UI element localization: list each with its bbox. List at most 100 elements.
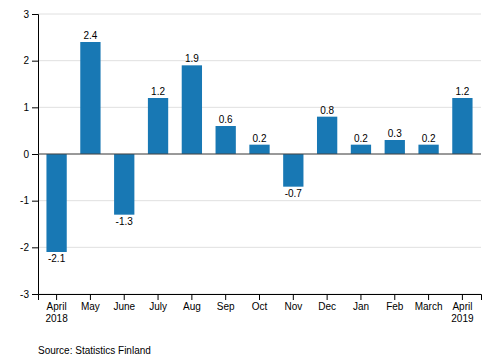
y-tick-label: 1 (23, 102, 29, 113)
x-tick-label: Nov (284, 301, 302, 312)
x-axis-line (39, 295, 482, 301)
x-tick: Jan (353, 294, 369, 312)
y-tick-mark (32, 14, 38, 15)
x-tick-mark (225, 294, 226, 300)
data-label: 1.2 (151, 86, 165, 97)
x-tick: Oct (252, 294, 268, 312)
x-tick-mark (428, 294, 429, 300)
data-label: -1.3 (116, 216, 134, 227)
y-tick-mark (32, 61, 38, 62)
x-tick-label: April2018 (45, 301, 68, 324)
x-tick-mark (327, 294, 328, 300)
y-tick: 2 (23, 55, 38, 66)
data-label: 2.4 (83, 30, 97, 41)
data-label: -0.7 (285, 188, 303, 199)
data-label: 0.2 (422, 133, 436, 144)
data-label: 0.3 (388, 128, 402, 139)
x-tick-mark (90, 294, 91, 300)
x-tick: Sep (217, 294, 235, 312)
y-tick-label: -1 (20, 195, 29, 206)
x-tick-mark (462, 294, 463, 300)
x-tick-mark (158, 294, 159, 300)
y-axis-line (32, 15, 39, 295)
data-label: 0.8 (320, 105, 334, 116)
annotation: Source: Statistics Finland (38, 345, 151, 356)
y-tick: 1 (23, 102, 38, 113)
y-tick-mark (32, 247, 38, 248)
grid-line (38, 14, 481, 15)
x-tick-mark (124, 294, 125, 300)
x-tick: Dec (318, 294, 336, 312)
x-tick: June (113, 294, 135, 312)
x-tick: April2018 (45, 294, 68, 324)
x-tick-label: July (149, 301, 167, 312)
x-tick-label: March (415, 301, 443, 312)
x-tick-label: Oct (252, 301, 268, 312)
bar (182, 65, 202, 154)
bars (46, 42, 472, 252)
x-tick: March (415, 294, 443, 312)
x-tick-mark (56, 294, 57, 300)
bar (452, 98, 472, 154)
data-label: 1.2 (455, 86, 469, 97)
x-tick-label: June (113, 301, 135, 312)
bar (283, 154, 303, 187)
y-tick-label: 3 (23, 9, 29, 20)
y-tick-mark (32, 107, 38, 108)
y-tick: 3 (23, 9, 38, 20)
y-axis: -3 -2 -1 0 1 2 3 (20, 9, 38, 300)
bar (351, 145, 371, 154)
x-tick: May (81, 294, 100, 312)
y-tick: -2 (20, 242, 38, 253)
y-tick-label: -3 (20, 289, 29, 300)
x-tick: Feb (386, 294, 404, 312)
x-tick: Aug (183, 294, 201, 312)
x-tick-label: Feb (386, 301, 404, 312)
x-tick-mark (360, 294, 361, 300)
x-tick-mark (259, 294, 260, 300)
x-tick-mark (394, 294, 395, 300)
bar (249, 145, 269, 154)
bar (317, 117, 337, 154)
grid-line (38, 60, 481, 61)
x-tick-label: April2019 (451, 301, 474, 324)
bar (216, 126, 236, 154)
data-label: 0.2 (354, 133, 368, 144)
bar (80, 42, 100, 154)
y-tick: -1 (20, 195, 38, 206)
data-label: 0.6 (219, 114, 233, 125)
bar (385, 140, 405, 154)
bar (148, 98, 168, 154)
grid (38, 14, 481, 294)
x-tick-mark (293, 294, 294, 300)
grid-line (38, 200, 481, 201)
x-tick-label: Sep (217, 301, 235, 312)
y-tick-label: 0 (23, 149, 29, 160)
bar (114, 154, 134, 215)
data-label: 0.2 (253, 133, 267, 144)
y-tick: -3 (20, 289, 38, 300)
x-axis: April2018 May June July Aug Sep Oct Nov Dec Jan Fe… (39, 294, 482, 324)
chart: -3 -2 -1 0 1 2 3 April2018 May June July Aug Sep Oct N… (0, 0, 493, 360)
y-tick-label: 2 (23, 55, 29, 66)
bar (46, 154, 66, 252)
x-tick-label: May (81, 301, 100, 312)
y-tick-mark (32, 201, 38, 202)
bar (418, 145, 438, 154)
y-tick-label: -2 (20, 242, 29, 253)
grid-line (38, 107, 481, 108)
x-tick-label: Aug (183, 301, 201, 312)
y-tick-mark (32, 154, 38, 155)
grid-line (38, 154, 481, 155)
zero-line (38, 154, 481, 155)
data-labels: -2.1 2.4 -1.3 1.2 1.9 0.6 0.2 -0.7 0.8 0.2 0.3 0.2 1… (48, 30, 470, 264)
y-tick-mark (32, 294, 38, 295)
data-label: -2.1 (48, 253, 66, 264)
plot: -3 -2 -1 0 1 2 3 April2018 May June July Aug Sep Oct N… (20, 9, 481, 324)
y-tick: 0 (23, 149, 38, 160)
grid-line (38, 247, 481, 248)
x-tick-label: Dec (318, 301, 336, 312)
x-tick: July (149, 294, 167, 312)
x-tick: April2019 (451, 294, 474, 324)
data-label: 1.9 (185, 53, 199, 64)
